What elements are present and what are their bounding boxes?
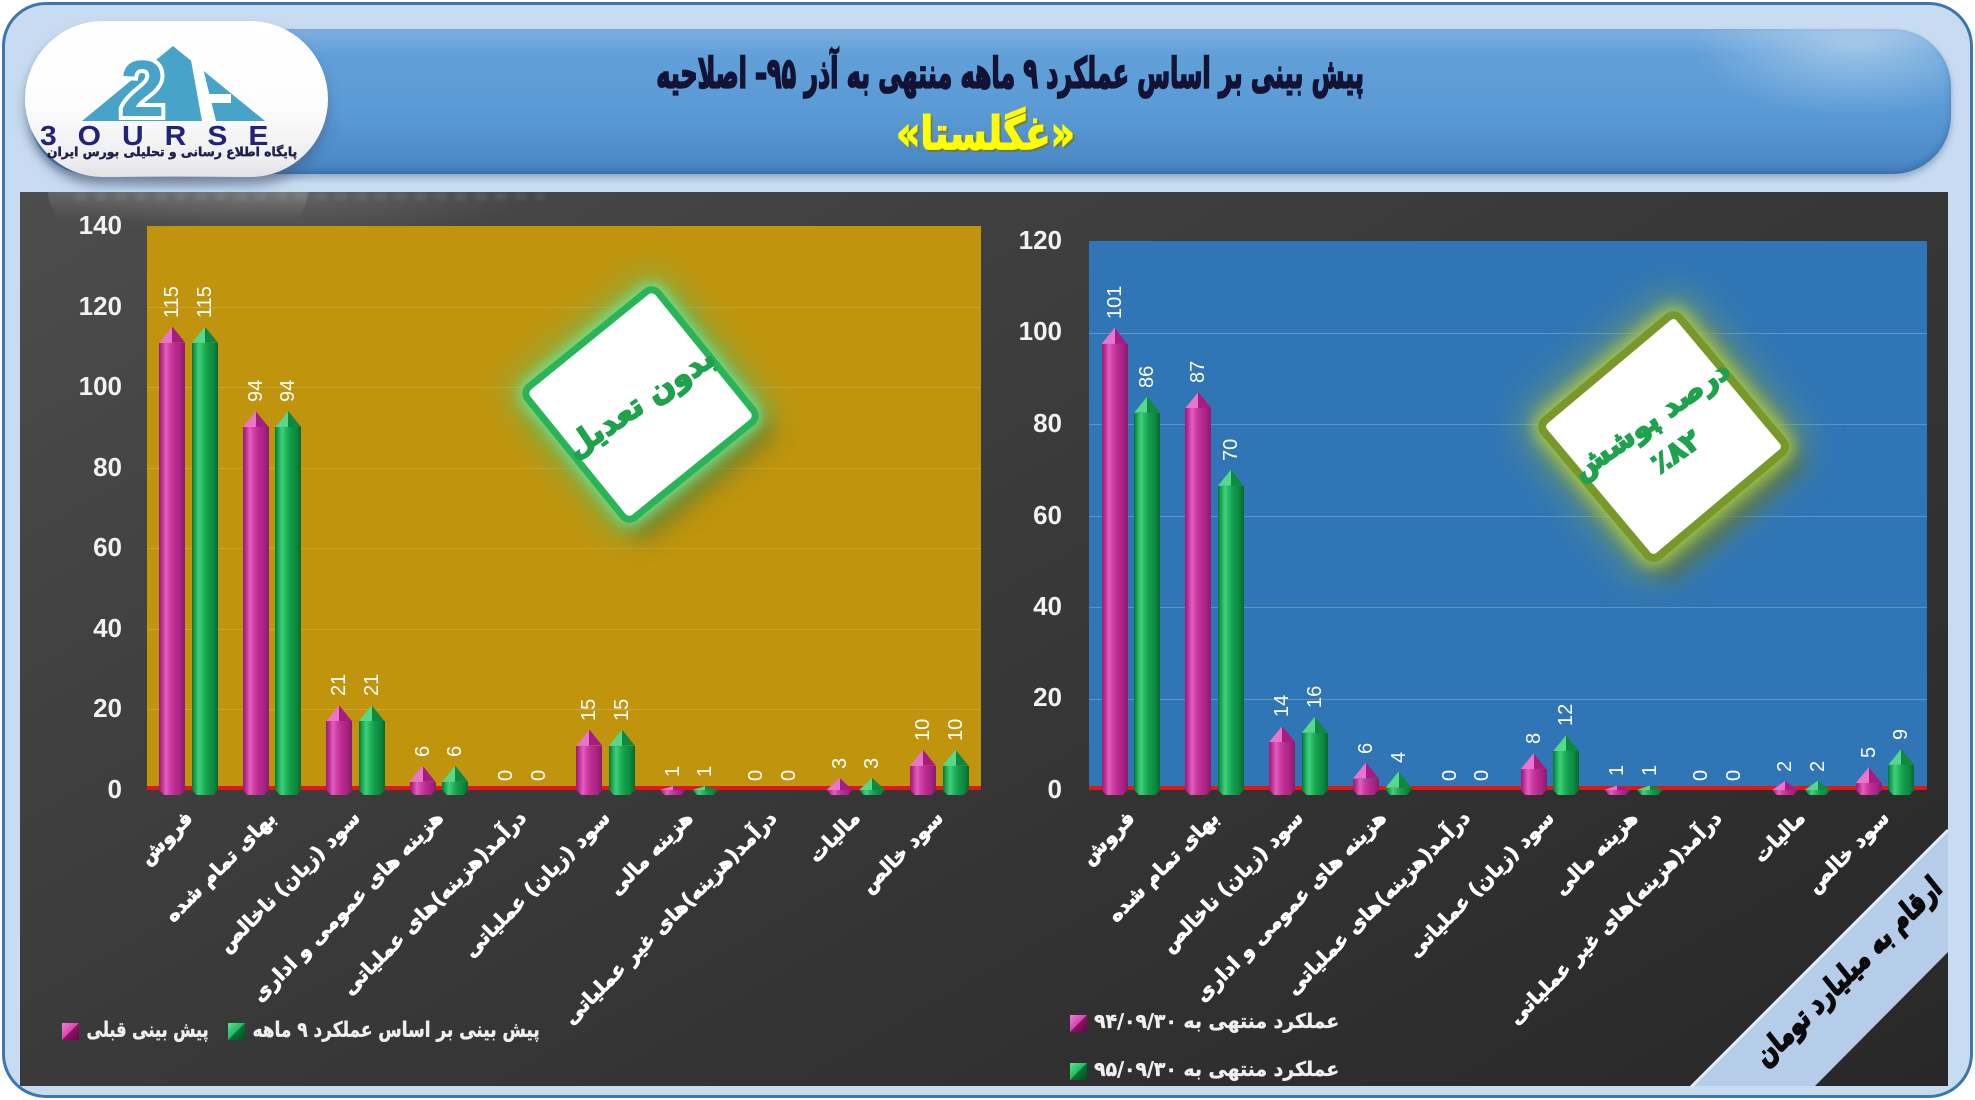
svg-text:2: 2 bbox=[120, 44, 165, 133]
svg-text:2: 2 bbox=[120, 44, 165, 133]
